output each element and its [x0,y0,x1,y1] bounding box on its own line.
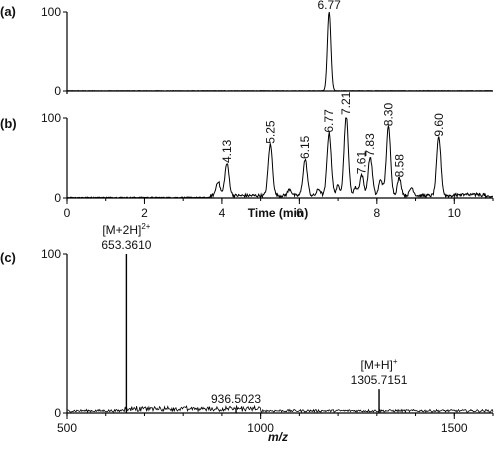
panel-b-x-tick-label: 8 [373,206,380,220]
panel-b-x-axis-title: Time (min) [248,206,308,220]
panel-b-peak-label: 6.77 [322,109,336,133]
panel-a-peak-label: 6.77 [318,0,342,12]
panel-c-x-tick-label: 1500 [441,421,468,435]
panel-b-peak-label: 9.60 [432,113,446,137]
panel-a-trace [66,11,493,92]
panel-b-peak-label: 8.58 [392,154,406,178]
panel-b-label: (b) [0,116,17,131]
panel-c-y-tick-label: 100 [41,247,61,261]
panel-b-peak-label: 7.61 [355,151,369,175]
panel-b-x-tick-label: 0 [64,206,71,220]
panel-b-peak-label: 6.15 [298,135,312,159]
panel-b-y-tick-label: 0 [54,191,61,205]
panel-c-mz-label: 936.5023 [211,392,261,406]
panel-c-ion-label-main: [M+2H] [102,223,141,237]
panel-c-ion-label-charge: + [393,357,398,366]
panel-c-ion-label: [M+2H]2+ [102,222,150,237]
panel-c-ion-label-main: [M+H] [361,358,393,372]
panel-c-ion-label-charge: 2+ [141,222,150,231]
panel-c-x-axis-title: m/z [268,430,288,444]
panel-a-label: (a) [0,4,16,19]
panel-b-peak-label: 7.83 [363,133,377,157]
panel-c-mz-label: 1305.7151 [351,373,408,387]
panel-a-y-tick-label: 100 [41,5,61,19]
panel-b-x-tick-label: 10 [448,206,462,220]
panel-a-y-tick-label: 0 [54,84,61,98]
panel-c-x-tick-label: 500 [57,421,77,435]
panel-c-y-tick-label: 0 [54,406,61,420]
panel-c-label: (c) [0,250,16,265]
panel-c-baseline-trace [67,404,494,414]
panel-c-x-tick-label: 1000 [247,421,274,435]
panel-b-x-tick-label: 4 [219,206,226,220]
panel-c-ion-label: [M+H]+ [361,357,398,372]
panel-a-chromatogram: (a) 0 100 6.77 [0,0,493,98]
panel-b-peak-label: 7.21 [339,91,353,115]
panel-c-mz-label: 653.3610 [101,238,151,252]
panel-b-peak-label: 8.30 [381,103,395,127]
panel-b-x-tick-label: 6 [296,206,303,220]
panel-b-peak-label: 5.25 [263,120,277,144]
panel-b-trace [66,117,494,200]
panel-b-chromatogram: (b) 0 100 0 2 4 6 8 10 4.13 5.25 6.15 6.777.21 7.617… [0,91,494,220]
panel-b-y-tick-label: 100 [41,111,61,125]
panel-b-peak-label: 4.13 [220,139,234,163]
panel-b-x-tick-label: 2 [141,206,148,220]
